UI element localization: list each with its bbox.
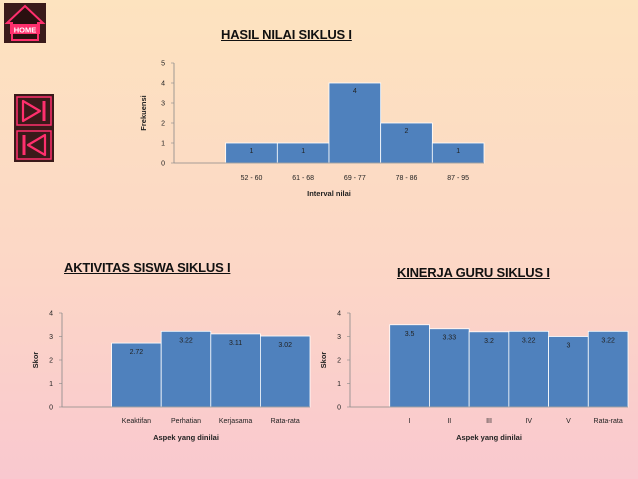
skip-back-icon (22, 133, 47, 157)
y-tick-label: 3 (337, 334, 341, 341)
chart-aktivitas-siswa: 0 1 2 3 4 2.72 3.22 3.11 3.02 Keaktifan Perhatian K… (31, 311, 311, 442)
y-tick-label: 2 (49, 358, 53, 365)
y-tick-label: 2 (337, 358, 341, 365)
bar-4 (259, 335, 311, 408)
y-tick-label: 3 (49, 334, 53, 341)
y-tick-label: 1 (161, 141, 165, 148)
next-button-bg (14, 94, 54, 128)
heading-aktivitas-siswa: AKTIVITAS SISWA SIKLUS I (64, 260, 231, 275)
data-label: 3.2 (484, 338, 494, 345)
bar-3 (328, 82, 382, 164)
bar-6 (587, 330, 629, 408)
bar-1 (111, 342, 162, 408)
x-tick-label: I (409, 418, 411, 425)
chart-hasil-nilai: 0 1 2 3 4 5 1 1 4 2 1 52 - 60 61 - 68 69 - 77 78 - 86 8… (139, 61, 485, 198)
y-tick-label: 3 (161, 101, 165, 108)
previous-button-bg (14, 128, 54, 162)
x-tick-label: 52 - 60 (241, 175, 263, 182)
y-tick-label: 0 (161, 161, 165, 168)
next-button[interactable] (14, 94, 54, 128)
x-tick-label: 61 - 68 (292, 175, 314, 182)
data-label: 2.72 (130, 349, 144, 356)
x-axis-title: Interval nilai (307, 189, 351, 198)
y-tick-label: 4 (161, 81, 165, 88)
y-axis-title: Skor (31, 352, 40, 369)
bar-4 (508, 330, 549, 408)
data-label: 3.33 (442, 335, 456, 342)
y-tick-label: 1 (337, 381, 341, 388)
home-label: HOME (14, 26, 37, 35)
previous-button[interactable] (14, 128, 54, 162)
y-tick-label: 0 (49, 405, 53, 412)
x-tick-label: 78 - 86 (396, 175, 418, 182)
y-tick-label: 0 (337, 405, 341, 412)
x-tick-label: IV (525, 418, 532, 425)
data-label: 3.22 (601, 337, 615, 344)
y-tick-label: 5 (161, 61, 165, 68)
next-button-frame (16, 96, 52, 126)
heading-hasil-nilai: HASIL NILAI SIKLUS I (221, 27, 352, 42)
x-axis-title: Aspek yang dinilai (153, 433, 219, 442)
x-tick-label: III (486, 418, 492, 425)
data-label: 1 (250, 148, 254, 155)
data-label: 3.11 (229, 340, 242, 347)
x-tick-label: Rata-rata (594, 418, 623, 425)
bar-2 (429, 328, 470, 408)
x-tick-label: 69 - 77 (344, 175, 366, 182)
x-tick-label: Perhatian (171, 418, 201, 425)
x-axis-title: Aspek yang dinilai (456, 433, 522, 442)
data-label: 3 (566, 343, 570, 350)
y-tick-label: 4 (49, 311, 53, 318)
data-label: 3.02 (278, 342, 292, 349)
bar-3 (210, 333, 261, 408)
bar-3 (468, 331, 510, 408)
y-tick-label: 2 (161, 121, 165, 128)
y-tick-label: 1 (49, 381, 53, 388)
data-label: 2 (405, 128, 409, 135)
data-label: 1 (301, 148, 305, 155)
y-tick-label: 4 (337, 311, 341, 318)
x-tick-label: Rata-rata (271, 418, 300, 425)
data-label: 3.22 (179, 337, 193, 344)
data-label: 4 (353, 88, 357, 95)
y-axis-title: Frekuensi (139, 95, 148, 130)
data-label: 3.5 (405, 331, 415, 338)
x-tick-label: 87 - 95 (447, 175, 469, 182)
x-tick-label: V (566, 418, 571, 425)
y-axis-title: Skor (319, 352, 328, 369)
bar-1 (389, 324, 430, 408)
x-tick-label: Keaktifan (122, 418, 151, 425)
skip-forward-icon (21, 99, 46, 123)
heading-kinerja-guru: KINERJA GURU SIKLUS I (397, 265, 550, 280)
data-label: 1 (456, 148, 460, 155)
data-label: 3.22 (522, 337, 536, 344)
previous-button-frame (16, 130, 52, 160)
x-tick-label: Kerjasama (219, 418, 253, 425)
home-icon (4, 4, 46, 41)
home-button[interactable]: HOME (4, 3, 46, 43)
x-tick-label: II (447, 418, 451, 425)
